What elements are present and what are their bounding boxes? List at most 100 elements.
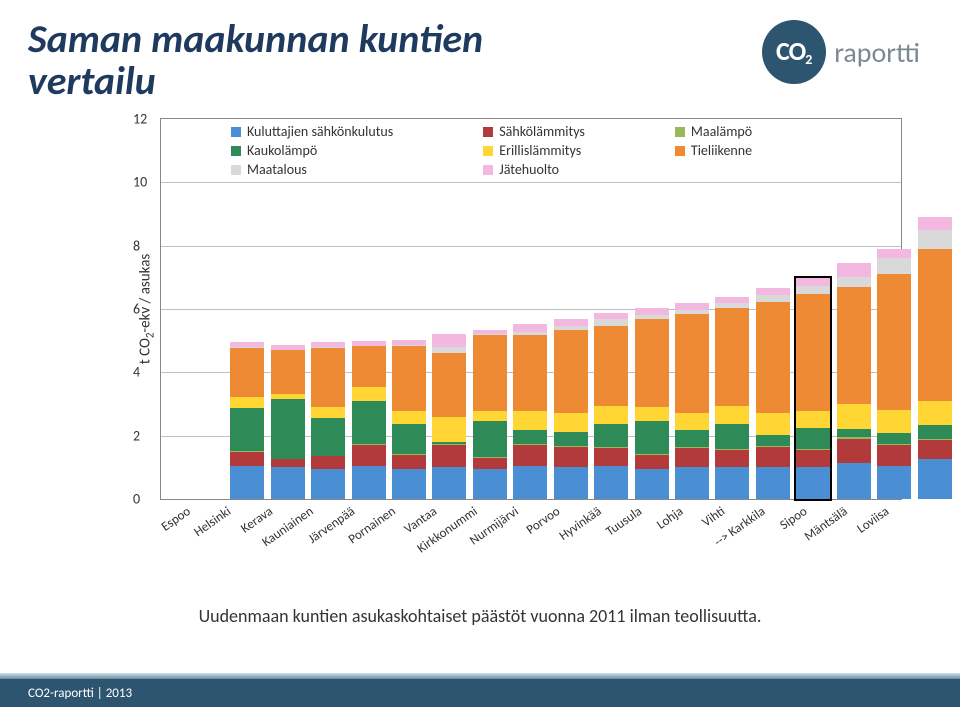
bar-segment bbox=[513, 445, 547, 466]
bar-segment bbox=[837, 277, 871, 287]
bar-segment bbox=[311, 469, 345, 499]
footer-text: CO2-raportti | 2013 bbox=[28, 686, 132, 701]
x-tick-label: Loviisa bbox=[854, 504, 892, 537]
bar-segment bbox=[918, 440, 952, 459]
page-title: Saman maakunnan kuntien vertailu bbox=[28, 18, 483, 102]
bar-segment bbox=[473, 469, 507, 499]
bar-segment bbox=[918, 217, 952, 230]
bar-segment bbox=[675, 430, 709, 447]
bar-segment bbox=[271, 350, 305, 394]
y-tick: 0 bbox=[133, 491, 140, 508]
bar-segment bbox=[392, 411, 426, 424]
bar-segment bbox=[230, 397, 264, 408]
bar-segment bbox=[756, 288, 790, 296]
bar-segment bbox=[715, 450, 749, 467]
bar-segment bbox=[756, 302, 790, 413]
bar-segment bbox=[594, 424, 628, 448]
y-tick: 4 bbox=[133, 364, 140, 381]
bar-segment bbox=[715, 467, 749, 499]
bar-segment bbox=[513, 324, 547, 332]
bar-segment bbox=[554, 330, 588, 412]
bar-segment bbox=[271, 399, 305, 459]
bar-segment bbox=[432, 445, 466, 467]
chart: t CO2-ekv / asukas 024681012 Kuluttajien… bbox=[100, 118, 900, 568]
bar-segment bbox=[675, 467, 709, 499]
bar-segment bbox=[513, 430, 547, 444]
bar-segment bbox=[918, 401, 952, 425]
bar-segment bbox=[554, 413, 588, 432]
bar-segment bbox=[473, 458, 507, 469]
bar-segment bbox=[311, 418, 345, 456]
bar-segment bbox=[635, 319, 669, 406]
bar-segment bbox=[513, 335, 547, 411]
bar-segment bbox=[513, 411, 547, 430]
bar-segment bbox=[715, 424, 749, 449]
y-tick: 12 bbox=[133, 111, 147, 128]
x-tick-label: Tuusula bbox=[604, 504, 646, 539]
y-tick: 2 bbox=[133, 427, 140, 444]
bar-segment bbox=[796, 278, 830, 286]
bar-segment bbox=[756, 447, 790, 468]
bar-segment bbox=[554, 432, 588, 446]
bar-segment bbox=[756, 467, 790, 499]
bar-segment bbox=[594, 326, 628, 407]
bar-segment bbox=[918, 459, 952, 499]
footer: CO2-raportti | 2013 bbox=[0, 647, 960, 707]
bar-segment bbox=[675, 413, 709, 430]
bar-segment bbox=[877, 258, 911, 274]
bar-segment bbox=[311, 407, 345, 418]
bar-segment bbox=[756, 413, 790, 435]
logo-sub: 2 bbox=[805, 52, 812, 69]
bar-segment bbox=[715, 308, 749, 406]
logo-text: raportti bbox=[834, 35, 920, 70]
caption: Uudenmaan kuntien asukaskohtaiset päästö… bbox=[0, 605, 960, 627]
footer-bar: CO2-raportti | 2013 bbox=[0, 679, 960, 707]
bar-segment bbox=[352, 445, 386, 466]
bar-segment bbox=[635, 407, 669, 421]
title-line2: vertailu bbox=[28, 56, 156, 105]
y-tick: 10 bbox=[133, 174, 147, 191]
bar-segment bbox=[756, 435, 790, 446]
bar-segment bbox=[311, 348, 345, 407]
bar-segment bbox=[796, 428, 830, 449]
bar-segment bbox=[311, 456, 345, 469]
bar-segment bbox=[715, 406, 749, 423]
bar-segment bbox=[796, 450, 830, 467]
bar-segment bbox=[352, 387, 386, 401]
bar-segment bbox=[918, 425, 952, 439]
bar-segment bbox=[473, 421, 507, 457]
y-tick: 8 bbox=[133, 237, 140, 254]
y-tick: 6 bbox=[133, 301, 140, 318]
bar-segment bbox=[392, 469, 426, 499]
x-tick-label: Helsinki bbox=[192, 504, 234, 540]
bars-container bbox=[221, 119, 960, 499]
bar-segment bbox=[837, 287, 871, 404]
x-tick-label: Espoo bbox=[158, 504, 193, 535]
bar-segment bbox=[918, 249, 952, 401]
bar-segment bbox=[877, 433, 911, 444]
bar-segment bbox=[877, 410, 911, 432]
bar-segment bbox=[432, 334, 466, 347]
bar-segment bbox=[635, 469, 669, 499]
bar-segment bbox=[392, 455, 426, 469]
bar-segment bbox=[594, 466, 628, 499]
bar-segment bbox=[877, 445, 911, 466]
bar-segment bbox=[796, 294, 830, 411]
bar-segment bbox=[513, 466, 547, 499]
x-tick-label: Hyvinkää bbox=[556, 504, 604, 544]
logo-badge: CO2 bbox=[762, 20, 826, 84]
bar-segment bbox=[635, 455, 669, 469]
bar-segment bbox=[837, 463, 871, 499]
x-axis-labels: EspooHelsinkiKeravaKauniainenJärvenpääPo… bbox=[160, 498, 900, 568]
bar-segment bbox=[392, 346, 426, 411]
bar-segment bbox=[837, 429, 871, 437]
bar-segment bbox=[230, 348, 264, 397]
bar-segment bbox=[837, 404, 871, 429]
bar-segment bbox=[230, 452, 264, 466]
bar-segment bbox=[271, 459, 305, 467]
plot-area: t CO2-ekv / asukas 024681012 Kuluttajien… bbox=[160, 118, 902, 500]
bar-segment bbox=[352, 401, 386, 444]
bar-segment bbox=[473, 411, 507, 421]
bar-segment bbox=[635, 421, 669, 454]
bar-segment bbox=[352, 346, 386, 387]
